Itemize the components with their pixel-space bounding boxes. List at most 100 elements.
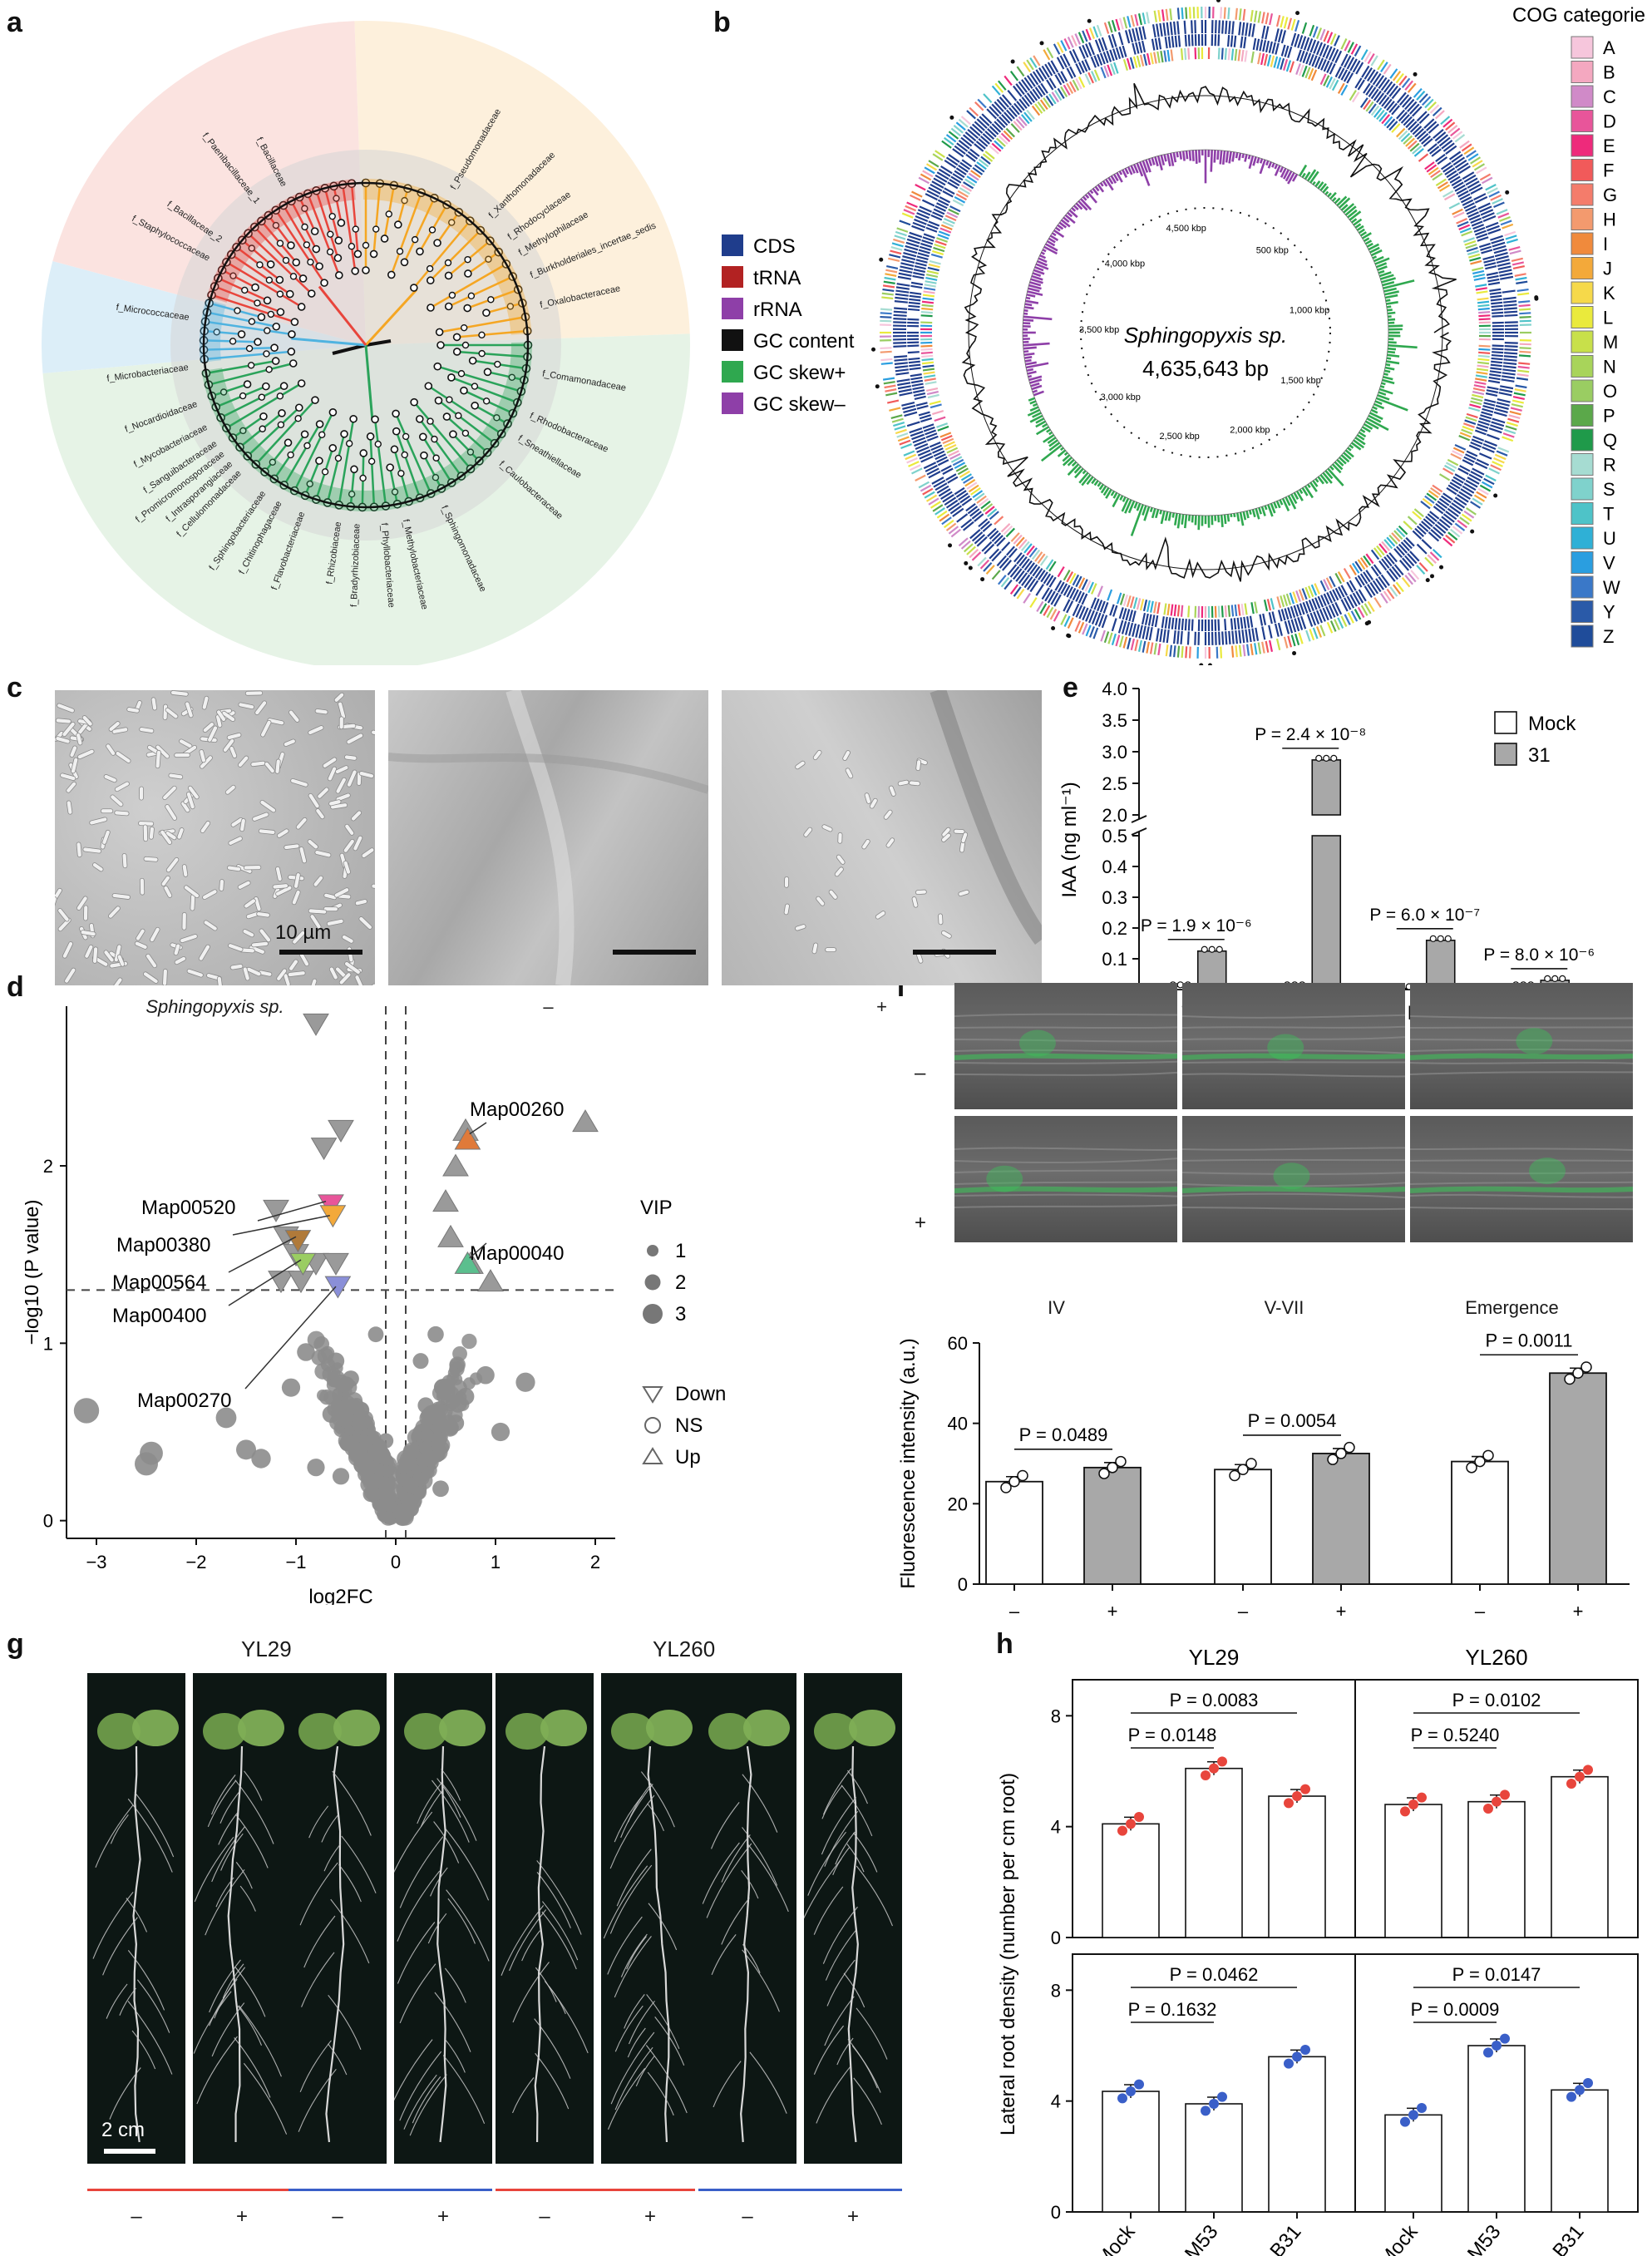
cds-mark: [1177, 618, 1181, 630]
cds-mark: [1029, 580, 1039, 593]
cog-mark: [1295, 63, 1301, 76]
cds-mark: [1349, 580, 1357, 591]
cds-mark: [1501, 378, 1515, 383]
cog-mark: [971, 551, 982, 561]
cog-mark: [1023, 543, 1033, 554]
cds-mark: [1477, 236, 1489, 242]
leader-line: [228, 1236, 297, 1273]
ns-point: [379, 1490, 397, 1507]
cog-mark: [949, 452, 961, 461]
p-value-label: P = 0.0148: [1128, 1725, 1217, 1745]
cds-mark: [1016, 554, 1025, 565]
cds-mark: [904, 411, 918, 417]
bacterium-cell: [338, 972, 352, 985]
cog-mark: [944, 444, 957, 451]
gc-skew-plus: [1293, 491, 1299, 500]
replicate-dot: [1209, 1763, 1219, 1774]
ns-point: [431, 1401, 446, 1416]
cog-mark: [1066, 82, 1074, 94]
cds-mark: [1458, 165, 1471, 175]
gc-skew-plus: [1309, 481, 1318, 492]
scale-bar-label: 10 µm: [275, 921, 332, 944]
bacterium-cell: [229, 964, 244, 970]
cog-mark: [1418, 153, 1429, 162]
cds-mark: [1122, 45, 1127, 57]
gc-skew-plus: [1133, 501, 1138, 509]
bacterium-cell: [307, 839, 318, 850]
cog-mark: [1475, 374, 1487, 378]
lateral-root: [234, 1967, 266, 2017]
cog-mark: [1072, 79, 1080, 91]
cog-mark: [1150, 52, 1154, 65]
cds-mark: [1346, 57, 1355, 70]
cog-mark: [1113, 62, 1119, 74]
cog-mark: [1323, 75, 1330, 86]
gc-skew-plus: [1319, 474, 1329, 485]
gc-skew-minus: [1030, 382, 1040, 388]
lateral-root: [237, 2006, 263, 2046]
replicate-dot: [1466, 1462, 1477, 1474]
cds-mark: [1368, 86, 1377, 98]
cog-mark: [1478, 344, 1491, 348]
tree-internal-node: [442, 412, 451, 421]
bacterium-cell: [845, 768, 854, 779]
bacterium-cell: [226, 732, 242, 740]
tree-internal-node: [270, 343, 279, 352]
cog-mark: [980, 501, 991, 510]
cog-mark: [1165, 8, 1169, 21]
primary-root: [325, 1745, 345, 2143]
cog-mark: [1454, 134, 1466, 143]
gc-skew-plus: [1299, 488, 1304, 495]
cog-mark: [1376, 545, 1385, 556]
gc-skew-plus: [1187, 515, 1191, 521]
gc-skew-plus: [1383, 373, 1388, 376]
cds-mark: [1346, 581, 1354, 593]
root-tissue-line: [1410, 1159, 1633, 1162]
cog-mark: [982, 503, 994, 512]
gc-skew-minus: [1291, 173, 1299, 182]
tree-branch: [448, 275, 514, 308]
cog-mark: [1442, 467, 1454, 476]
bacterium-cell: [142, 824, 149, 842]
cog-mark: [938, 230, 950, 237]
tree-internal-node: [352, 225, 359, 233]
cog-mark: [952, 199, 964, 207]
cds-mark: [1132, 610, 1137, 623]
root-tissue-line: [1410, 1171, 1633, 1175]
cds-mark: [1418, 523, 1429, 533]
g-title-yl260: YL260: [653, 1636, 716, 1661]
cotyledon: [439, 1710, 486, 1746]
bacterium-cell: [149, 826, 155, 840]
cog-mark: [1352, 562, 1360, 574]
gc-skew-minus: [1147, 158, 1153, 166]
cog-mark: [933, 246, 945, 253]
cog-mark: [1004, 75, 1013, 86]
cog-swatch: [1571, 183, 1594, 206]
cog-mark: [937, 425, 949, 432]
tree-internal-node: [418, 432, 427, 442]
cog-mark: [1084, 580, 1092, 592]
cog-label: Q: [1603, 430, 1617, 451]
cds-mark: [1427, 513, 1437, 522]
cog-swatch: [1571, 502, 1594, 525]
cds-mark: [989, 530, 999, 540]
cds-mark: [914, 265, 926, 270]
cds-mark: [1021, 558, 1030, 569]
cog-mark: [1275, 15, 1281, 27]
gc-skew-plus: [1324, 470, 1334, 480]
cds-mark: [1290, 32, 1297, 47]
tree-branch: [439, 315, 526, 333]
cds-mark: [1284, 608, 1290, 620]
cog-mark: [972, 490, 984, 499]
cog-mark: [1509, 249, 1521, 255]
gc-skew-minus: [1172, 152, 1177, 163]
cog-mark: [1432, 548, 1442, 559]
panel-label-h: h: [996, 1628, 1013, 1660]
cds-mark: [952, 173, 964, 181]
replicate-dot: [1201, 1770, 1211, 1780]
cog-mark: [1435, 110, 1445, 120]
cds-mark: [1032, 88, 1041, 100]
cds-mark: [908, 308, 920, 312]
cog-mark: [1424, 98, 1434, 109]
replicate-dot: [1572, 1367, 1584, 1379]
